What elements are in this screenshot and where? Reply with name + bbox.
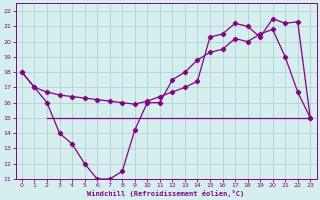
X-axis label: Windchill (Refroidissement éolien,°C): Windchill (Refroidissement éolien,°C) bbox=[87, 190, 245, 197]
